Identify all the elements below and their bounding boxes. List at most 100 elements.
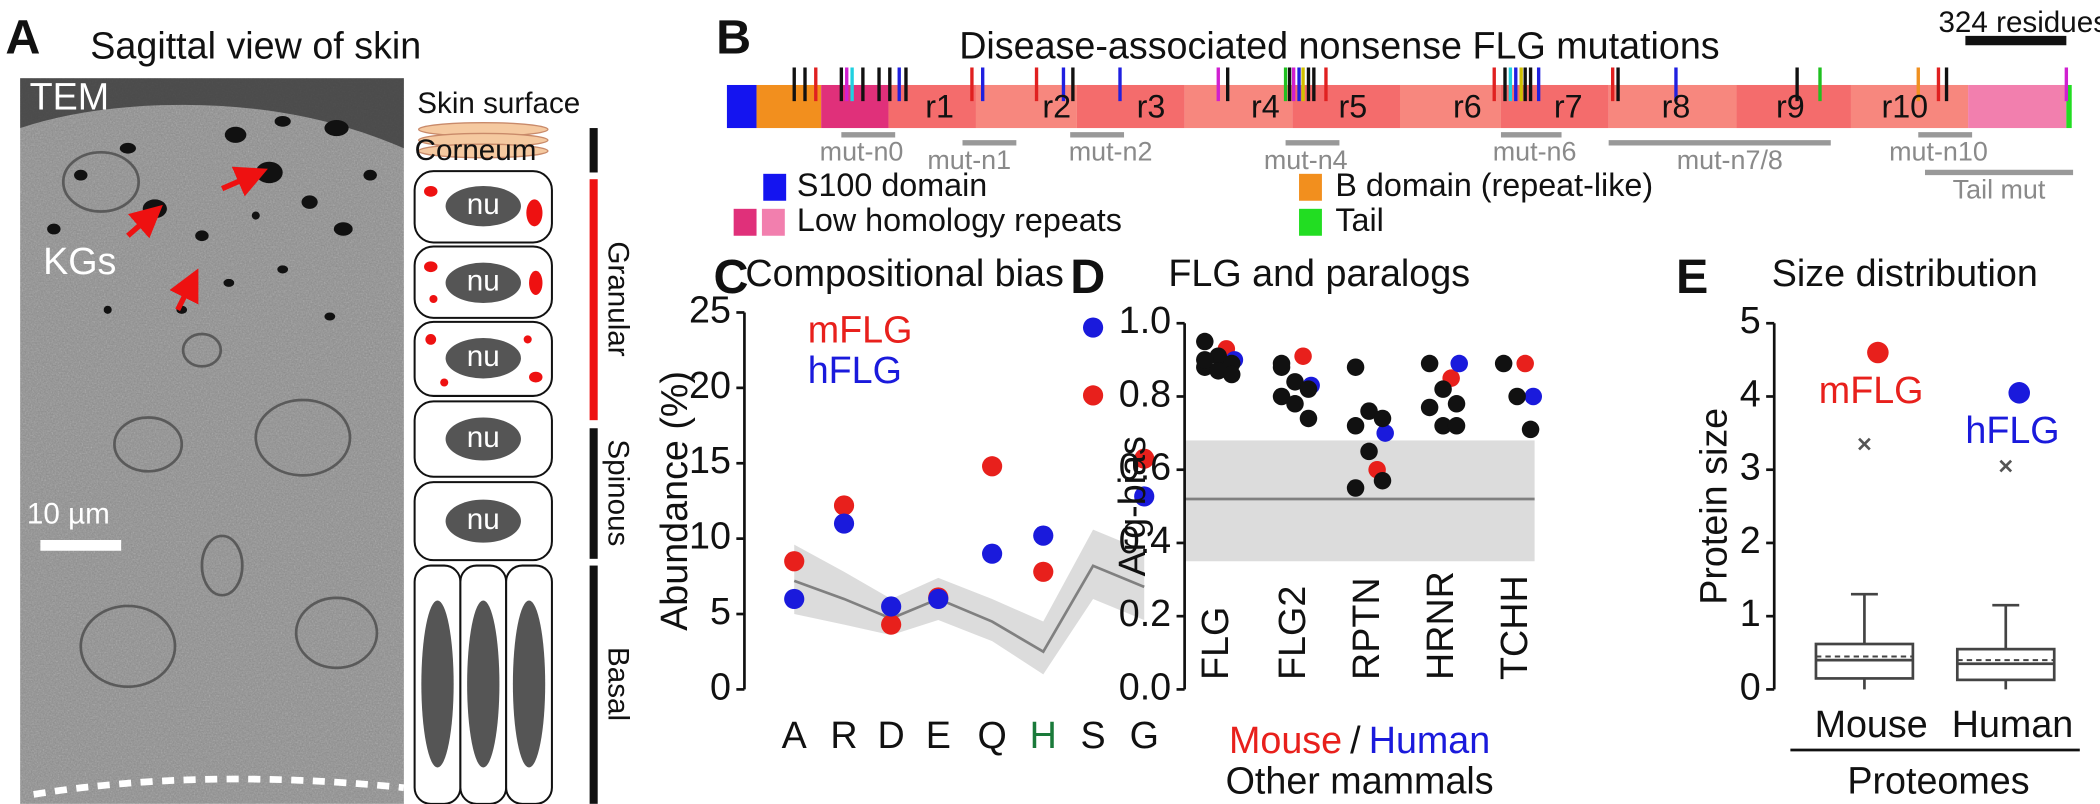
point: [1209, 347, 1228, 365]
legend-label: mFLG: [808, 309, 913, 351]
panel-letter: E: [1676, 250, 1708, 304]
x-tick-label: FLG: [1194, 607, 1236, 680]
s100-domain: [726, 84, 757, 129]
point: [881, 596, 902, 617]
panel-letter: A: [5, 10, 40, 64]
cell-outlines: [61, 150, 379, 689]
y-tick-label: 5: [1740, 299, 1761, 341]
x-tick-label: RPTN: [1345, 577, 1387, 680]
y-tick-label: 0: [710, 665, 731, 707]
point: [982, 456, 1003, 477]
nucleus-label: nu: [467, 265, 500, 298]
point: [1346, 358, 1365, 376]
legend-swatch: [733, 208, 757, 236]
legend-label: Low homology repeats: [797, 202, 1122, 238]
x-tick-label: H: [1030, 714, 1057, 756]
point: [1346, 417, 1365, 435]
point: [1447, 395, 1466, 413]
layer-bar: [589, 128, 598, 173]
surface-label: Skin surface: [417, 87, 580, 120]
point-label: hFLG: [1965, 409, 2059, 451]
point: [833, 495, 855, 516]
repeat-label: r6: [1453, 89, 1482, 125]
x-tick-label: A: [782, 714, 808, 756]
repeat-bands: [888, 84, 1969, 129]
repeat-label: r9: [1776, 89, 1805, 125]
point: [1294, 347, 1312, 365]
x-tick-label: E: [926, 714, 951, 756]
legend-swatch: [1299, 208, 1322, 236]
scale-bar-label: 10 µm: [27, 498, 110, 531]
chart-title: Compositional bias: [745, 252, 1063, 294]
point: [784, 551, 805, 572]
nucleus-label: nu: [467, 340, 500, 373]
mutation-region-label: mut-n2: [1069, 137, 1153, 167]
y-tick-label: 0.4: [1119, 519, 1171, 561]
point: [833, 513, 855, 534]
layer-label: Basal: [602, 647, 635, 721]
legend-label: Tail: [1335, 202, 1383, 238]
mutation-region-label: mut-n4: [1264, 145, 1348, 175]
y-axis-title: Protein size: [1692, 408, 1734, 605]
layer-bar: [589, 565, 598, 804]
repeat-label: r4: [1251, 89, 1280, 125]
point: [1033, 561, 1054, 582]
point: [1494, 354, 1513, 373]
point: [1508, 387, 1526, 406]
x-tick-label: TCHH: [1493, 575, 1535, 680]
point: [1420, 398, 1439, 417]
x-tick-label: Q: [977, 714, 1006, 756]
point: [1033, 525, 1054, 546]
y-tick-label: 1.0: [1119, 299, 1171, 341]
corneum-label: Corneum: [415, 134, 537, 167]
corneum-layer: [20, 78, 404, 149]
y-tick-label: 0.6: [1119, 446, 1171, 488]
point: [1867, 341, 1889, 364]
y-axis-title: Arg-bias: [1111, 436, 1153, 576]
point: [1434, 380, 1452, 398]
point: [881, 614, 902, 635]
layer-label: Spinous: [602, 439, 635, 546]
nuclei: [421, 185, 546, 768]
point: [1286, 395, 1304, 413]
legend-separator: /: [1350, 719, 1361, 761]
layer-bar: [589, 428, 598, 559]
scale-bar-label: 324 residues: [1938, 6, 2100, 39]
x-tick-label: Mouse: [1815, 703, 1928, 745]
marker: [1999, 459, 2013, 473]
point: [1222, 365, 1241, 384]
point: [1272, 387, 1291, 406]
point: [1373, 409, 1392, 428]
panel-a: A Sagittal view of skin TEM KGs 10 µm Sk…: [5, 10, 635, 804]
y-tick-label: 3: [1740, 446, 1761, 488]
arrows: [126, 166, 268, 311]
point: [1134, 486, 1155, 507]
point: [1420, 354, 1439, 373]
y-tick-label: 0.0: [1119, 665, 1171, 707]
chart-title: FLG and paralogs: [1168, 252, 1470, 294]
repeat-label: r10: [1881, 89, 1928, 125]
repeat-label: r2: [1042, 89, 1071, 125]
point: [1434, 417, 1452, 435]
y-tick-label: 4: [1740, 372, 1761, 414]
legend-label: Human: [1369, 719, 1490, 761]
marker: [1858, 437, 1871, 451]
y-tick-label: 0.2: [1119, 592, 1171, 634]
tail-domain: [2066, 84, 2072, 129]
panel-title: Disease-associated nonsense FLG mutation…: [959, 25, 1719, 67]
y-tick-label: 0: [1740, 665, 1761, 707]
panel-letter: C: [713, 250, 748, 304]
nucleus-label: nu: [467, 421, 500, 454]
point: [1272, 358, 1291, 376]
point: [1450, 354, 1468, 373]
point: [1360, 402, 1378, 420]
basement-membrane: [33, 775, 405, 798]
y-tick-label: 15: [689, 439, 731, 481]
x-tick-label: R: [830, 714, 857, 756]
mutation-region-label: mut-n0: [820, 137, 904, 167]
legend-swatch: [761, 208, 785, 236]
legend-label: S100 domain: [797, 167, 987, 203]
y-tick-label: 5: [710, 590, 731, 632]
mutation-ticks: [792, 67, 2069, 102]
repeat-label: r8: [1662, 89, 1691, 125]
